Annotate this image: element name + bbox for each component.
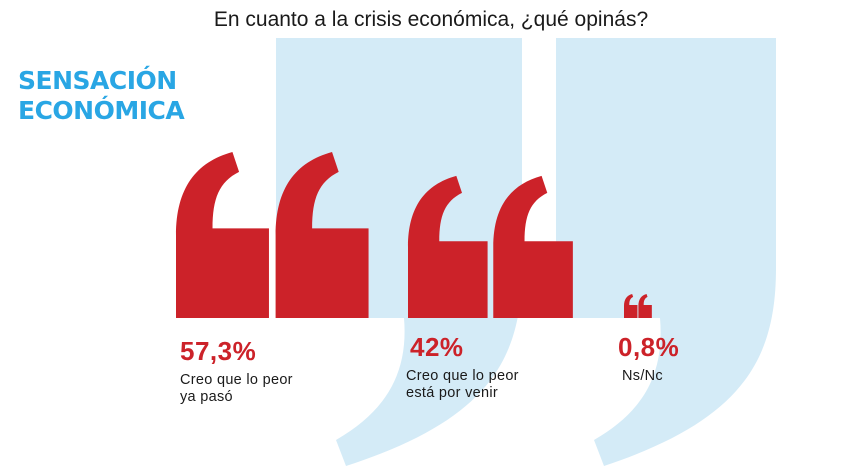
section-brand: SENSACIÓN ECONÓMICA bbox=[18, 66, 185, 126]
category-label-line: ya pasó bbox=[180, 389, 233, 405]
quote-mark-bar bbox=[638, 294, 652, 318]
category-label-line: Creo que lo peor bbox=[406, 368, 519, 384]
chart-title: En cuanto a la crisis económica, ¿qué op… bbox=[213, 8, 649, 31]
brand-line-1: SENSACIÓN bbox=[18, 66, 177, 95]
quote-mark-bar bbox=[275, 152, 369, 318]
brand-line-2: ECONÓMICA bbox=[18, 96, 185, 125]
category-label: Creo que lo peor está por venir bbox=[406, 368, 519, 402]
category-label-line: está por venir bbox=[406, 385, 499, 401]
data-label: 0,8% bbox=[618, 332, 680, 362]
quote-mark-bar bbox=[624, 294, 638, 318]
data-label: 57,3% bbox=[180, 336, 257, 366]
category-label: Creo que lo peor ya pasó bbox=[180, 372, 293, 406]
category-label: Ns/Nc bbox=[622, 368, 663, 385]
quote-mark-bar bbox=[408, 175, 488, 318]
quote-mark-bar bbox=[493, 175, 573, 318]
quote-mark-bar bbox=[176, 152, 269, 318]
category-label-line: Creo que lo peor bbox=[180, 372, 293, 388]
category-label-line: Ns/Nc bbox=[622, 368, 663, 384]
data-label: 42% bbox=[410, 332, 464, 362]
